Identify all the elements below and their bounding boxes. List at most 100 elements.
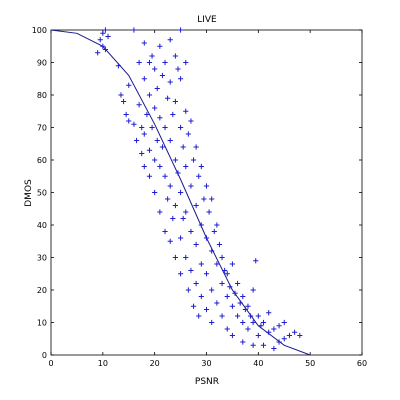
y-tick-label: 90 xyxy=(37,59,47,68)
data-point xyxy=(162,59,168,66)
data-point xyxy=(203,306,210,313)
data-point xyxy=(224,271,230,277)
data-point xyxy=(190,303,197,309)
data-point xyxy=(242,306,248,313)
data-point xyxy=(165,196,171,202)
data-point xyxy=(255,332,261,339)
data-point xyxy=(170,215,176,222)
data-point xyxy=(222,267,228,274)
y-tick-label: 40 xyxy=(37,221,47,230)
data-point xyxy=(146,92,153,98)
data-point xyxy=(240,293,246,300)
data-point xyxy=(229,261,236,267)
data-point xyxy=(115,63,121,69)
data-point xyxy=(276,323,282,329)
y-tick-label: 30 xyxy=(37,254,47,263)
data-point xyxy=(141,163,147,170)
data-point xyxy=(214,300,220,306)
data-point xyxy=(180,144,186,150)
x-tick-label: 40 xyxy=(253,359,263,368)
y-tick-label: 70 xyxy=(37,124,47,133)
data-point xyxy=(133,137,140,144)
data-point xyxy=(177,124,184,131)
data-point xyxy=(224,293,230,300)
data-point xyxy=(102,46,109,53)
data-point xyxy=(139,150,145,157)
data-point xyxy=(162,124,168,131)
data-point xyxy=(292,329,298,335)
data-point xyxy=(281,319,287,326)
data-point xyxy=(203,183,210,189)
data-point xyxy=(203,235,210,241)
data-point xyxy=(136,102,142,108)
data-point xyxy=(214,222,220,228)
data-point xyxy=(235,280,241,287)
data-point xyxy=(157,163,163,170)
data-point xyxy=(175,66,181,72)
data-point xyxy=(219,280,225,287)
data-point xyxy=(141,131,147,137)
data-point xyxy=(258,323,264,329)
data-point xyxy=(146,59,153,66)
data-point xyxy=(193,202,199,209)
data-point xyxy=(229,332,236,339)
data-point xyxy=(201,196,207,202)
y-tick-label: 10 xyxy=(37,319,47,328)
data-point xyxy=(211,228,217,235)
data-point xyxy=(227,284,233,290)
data-point xyxy=(170,111,176,118)
data-point xyxy=(100,30,106,36)
data-point xyxy=(198,261,204,267)
data-point xyxy=(209,319,215,326)
data-point xyxy=(188,183,194,189)
data-point xyxy=(175,170,181,176)
data-point xyxy=(188,267,194,274)
x-tick-label: 50 xyxy=(305,359,315,368)
data-point xyxy=(237,300,243,306)
data-point xyxy=(162,228,168,235)
data-point xyxy=(131,27,137,33)
data-point xyxy=(177,235,184,241)
data-point xyxy=(154,85,160,92)
x-tick-label: 20 xyxy=(150,359,160,368)
data-point xyxy=(157,209,163,215)
data-point xyxy=(162,173,168,179)
data-point xyxy=(245,326,251,332)
data-point xyxy=(177,27,184,33)
data-point xyxy=(149,53,155,59)
data-point xyxy=(240,319,246,326)
data-point xyxy=(224,326,230,332)
data-point xyxy=(183,108,189,114)
data-point xyxy=(120,98,127,105)
data-point xyxy=(172,254,178,261)
data-point xyxy=(276,339,282,345)
data-point xyxy=(100,43,106,49)
data-point xyxy=(97,37,103,43)
data-point xyxy=(141,40,147,46)
data-point xyxy=(240,339,246,345)
data-point xyxy=(196,313,202,319)
data-point xyxy=(165,95,171,101)
plot-area: 0 10 20 30 40 50 60 0 10 20 30 40 50 60 70 80 90 100 xyxy=(32,26,367,368)
data-point xyxy=(188,118,194,124)
x-tick-label: 10 xyxy=(98,359,108,368)
data-point xyxy=(172,98,178,105)
data-point xyxy=(209,248,215,254)
data-point xyxy=(177,189,184,196)
data-point xyxy=(286,332,293,339)
data-point xyxy=(154,137,160,144)
data-point xyxy=(102,27,109,33)
data-point xyxy=(209,196,215,202)
data-point xyxy=(126,82,132,88)
data-point xyxy=(152,66,158,72)
x-axis-title: PSNR xyxy=(195,377,219,387)
data-point xyxy=(126,118,132,124)
data-point xyxy=(216,241,223,248)
data-point xyxy=(141,76,147,82)
data-point xyxy=(172,157,178,163)
data-point xyxy=(177,76,184,82)
data-point xyxy=(250,342,256,348)
data-point xyxy=(167,137,173,144)
data-point xyxy=(203,271,210,277)
